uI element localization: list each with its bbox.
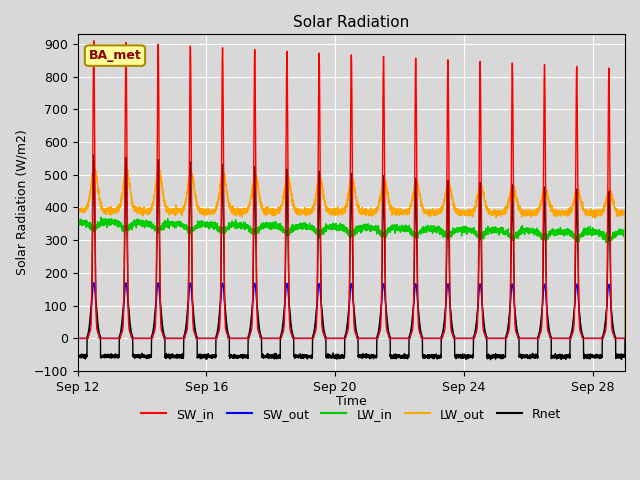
X-axis label: Time: Time <box>336 395 367 408</box>
SW_out <box>410 297 418 302</box>
LW_in <box>124 222 131 228</box>
Legend: SW_in, SW_out, LW_in, LW_out, Rnet: SW_in, SW_out, LW_in, LW_out, Rnet <box>136 403 566 426</box>
SW_in <box>124 263 131 269</box>
LW_in <box>188 228 196 233</box>
LW_out <box>621 336 629 341</box>
LW_in <box>161 222 169 228</box>
SW_in <box>404 336 412 341</box>
SW_out <box>90 280 97 286</box>
LW_out <box>404 208 412 214</box>
SW_in <box>410 270 418 276</box>
Line: LW_out: LW_out <box>77 166 625 338</box>
Line: SW_in: SW_in <box>77 41 625 338</box>
SW_out <box>74 336 81 341</box>
LW_in <box>465 227 472 233</box>
SW_in <box>161 336 169 341</box>
Rnet <box>404 355 412 361</box>
LW_in <box>74 218 81 224</box>
Line: SW_out: SW_out <box>77 283 625 338</box>
SW_out <box>124 295 131 301</box>
Text: BA_met: BA_met <box>88 49 141 62</box>
LW_in <box>621 336 629 341</box>
LW_out <box>90 163 98 168</box>
Title: Solar Radiation: Solar Radiation <box>293 15 410 30</box>
Line: Rnet: Rnet <box>77 155 625 360</box>
SW_in <box>74 336 81 341</box>
LW_out <box>161 203 169 209</box>
Rnet <box>465 352 472 358</box>
Rnet <box>621 336 629 341</box>
LW_out <box>74 207 81 213</box>
LW_out <box>465 209 472 215</box>
SW_in <box>90 38 97 44</box>
Rnet <box>90 152 97 158</box>
LW_in <box>404 226 412 231</box>
SW_out <box>188 292 196 298</box>
LW_out <box>188 171 196 177</box>
Y-axis label: Solar Radiation (W/m2): Solar Radiation (W/m2) <box>15 130 28 276</box>
SW_out <box>621 336 629 341</box>
LW_out <box>410 187 418 193</box>
LW_out <box>124 168 131 173</box>
Rnet <box>188 261 196 266</box>
Rnet <box>410 286 418 291</box>
SW_in <box>621 336 629 341</box>
Rnet <box>124 276 131 282</box>
LW_in <box>97 214 105 220</box>
SW_out <box>161 336 169 341</box>
Rnet <box>161 355 169 360</box>
Rnet <box>74 353 81 359</box>
LW_in <box>410 232 418 238</box>
Line: LW_in: LW_in <box>77 217 625 338</box>
SW_in <box>188 237 196 243</box>
SW_out <box>465 336 472 341</box>
SW_out <box>404 336 412 341</box>
SW_in <box>465 336 472 341</box>
Rnet <box>486 357 494 362</box>
